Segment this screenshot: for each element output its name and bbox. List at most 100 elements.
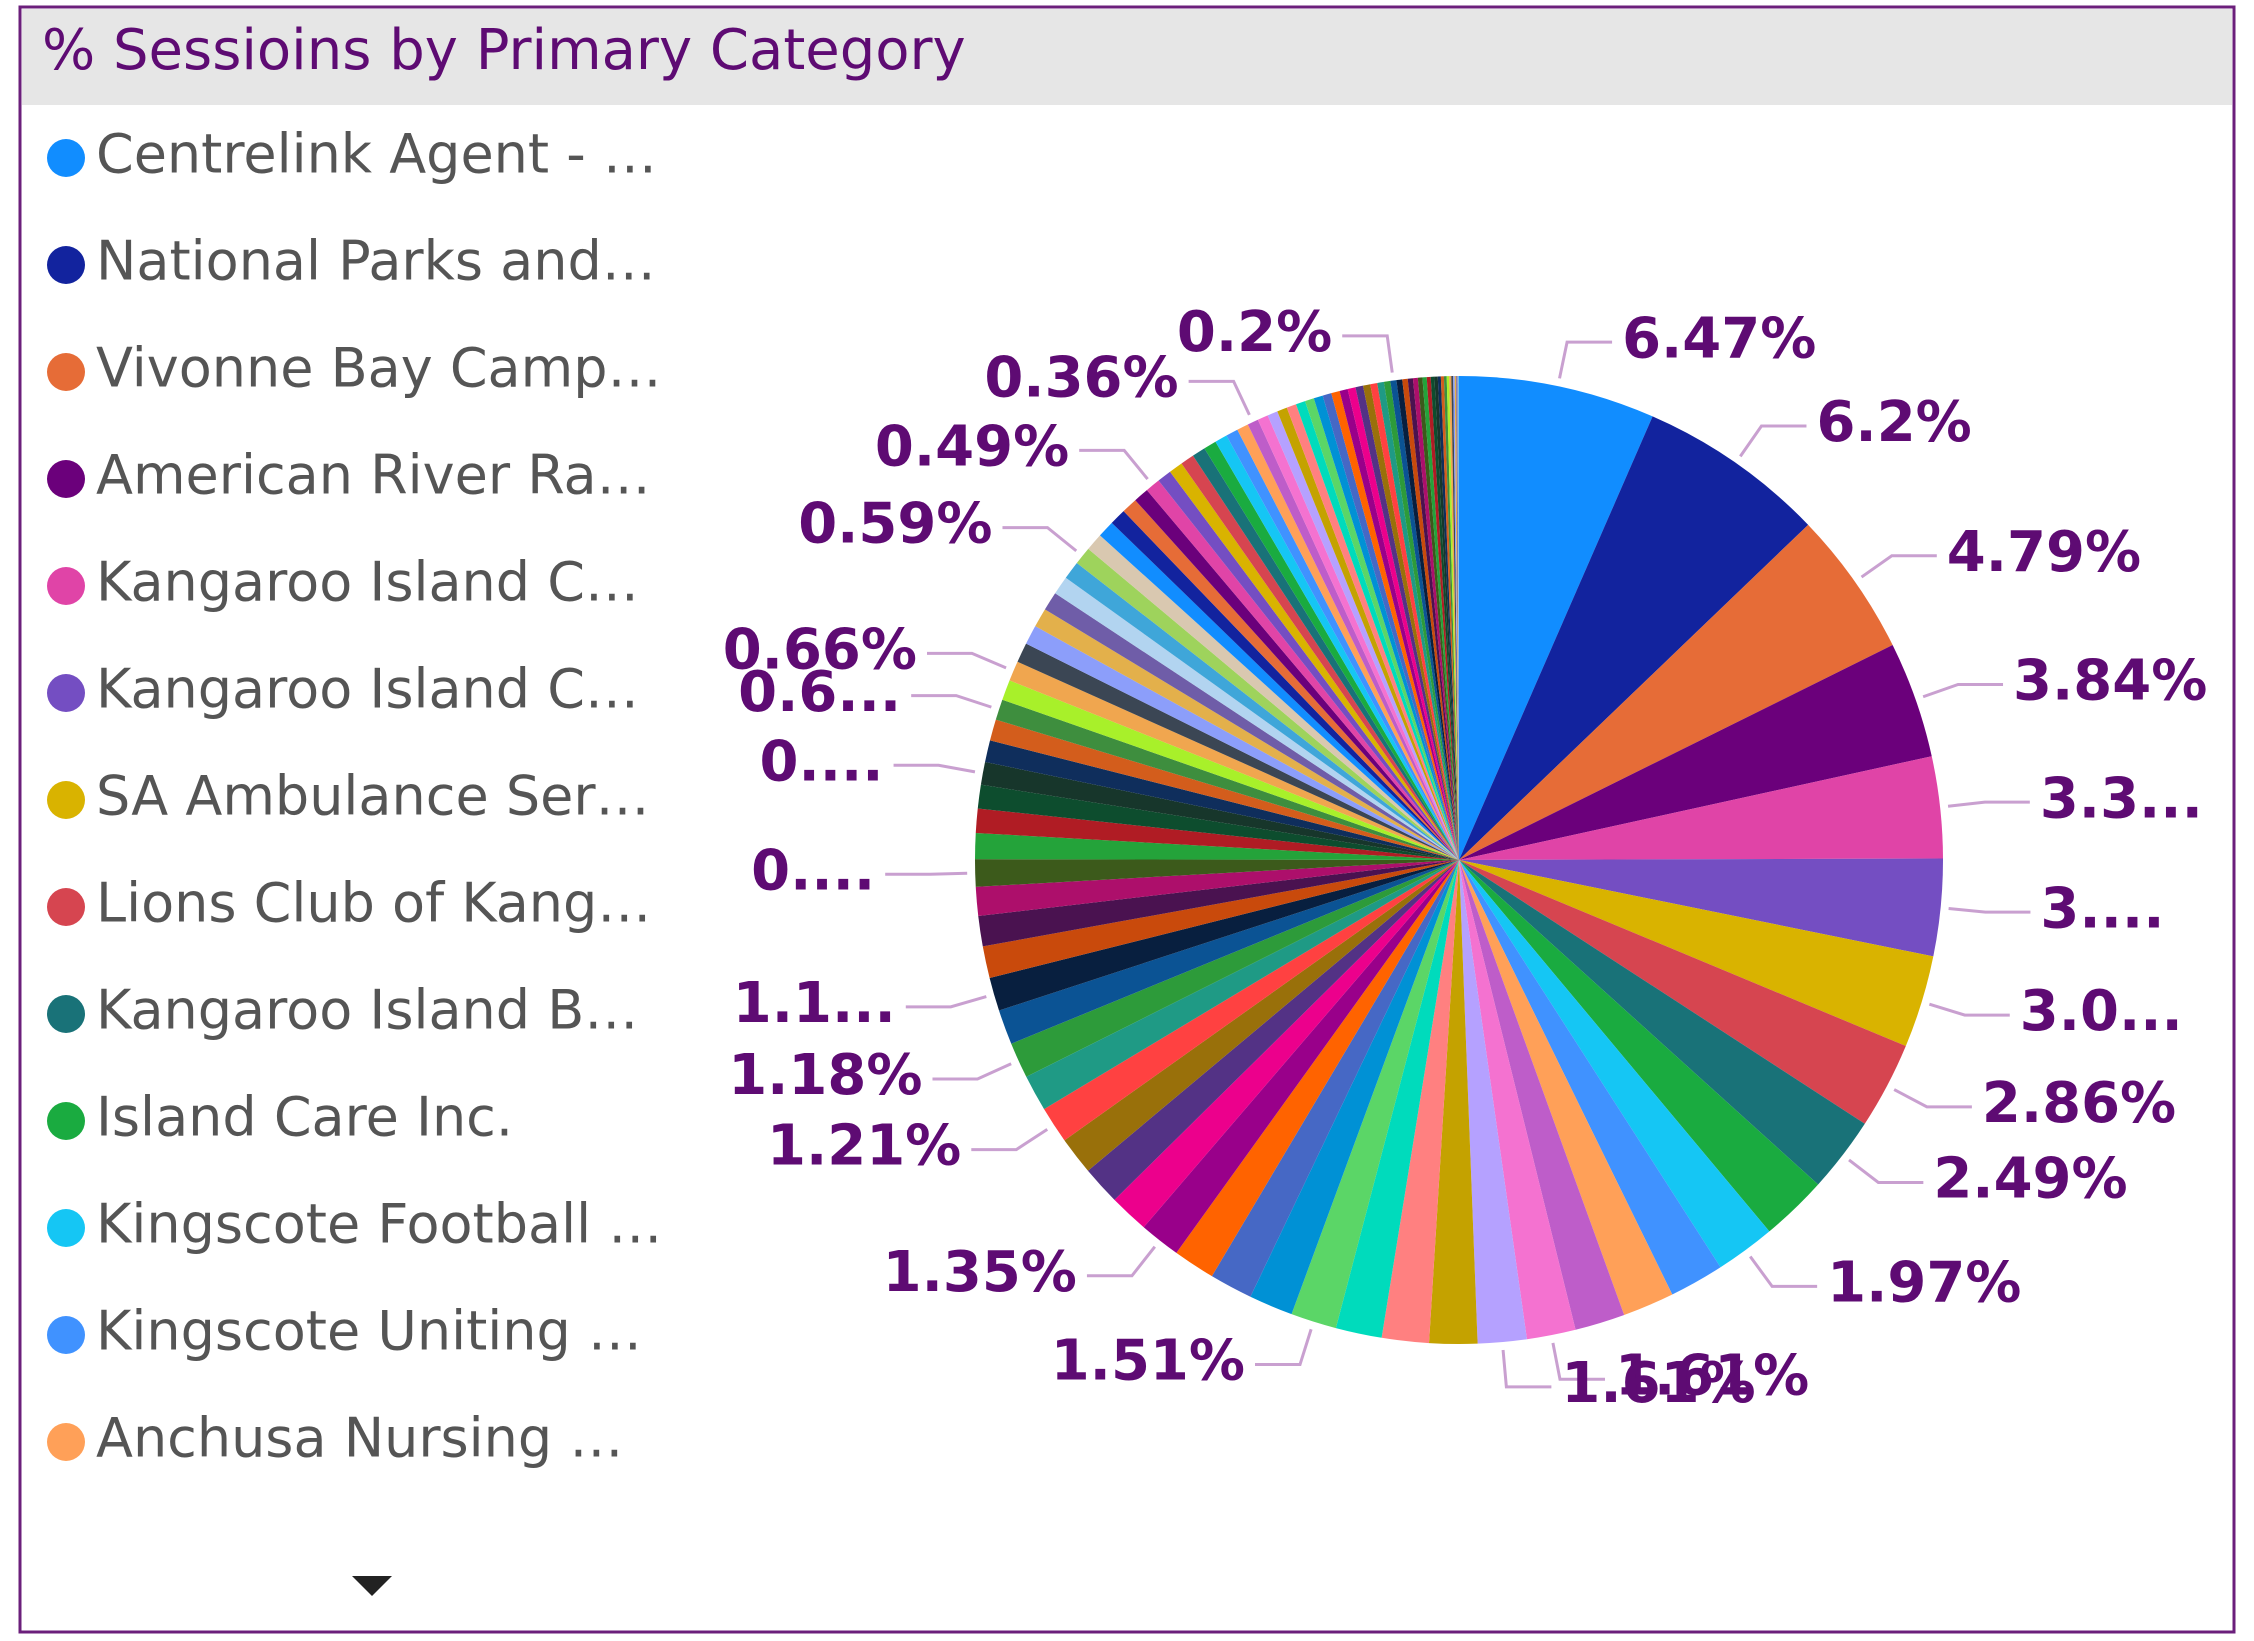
pie-slice: [1417, 377, 1459, 860]
leader-line: [1860, 554, 1937, 579]
pie-slice: [1170, 463, 1459, 860]
data-label: 3....: [2040, 876, 2164, 941]
data-label: 1.1...: [733, 971, 896, 1036]
pie-slice: [1226, 429, 1459, 860]
pie-slice: [1449, 376, 1459, 860]
chart-title: % Sessioins by Primary Category: [42, 18, 966, 83]
pie-slice: [1291, 860, 1459, 1329]
pie-slice: [1459, 860, 1673, 1315]
pie-slice: [1111, 511, 1459, 860]
pie-slice: [1215, 435, 1459, 860]
pie-slice: [1381, 860, 1459, 1344]
pie-slice: [1458, 376, 1459, 860]
leader-line: [1928, 1002, 2010, 1017]
data-label: 1.21%: [767, 1114, 961, 1179]
leader-line: [1947, 800, 2030, 808]
leader-line: [885, 871, 968, 876]
pie-slice: [1437, 376, 1459, 860]
pie-slice: [1143, 860, 1459, 1253]
legend-label: SA Ambulance Ser…: [96, 765, 650, 828]
pie-slice: [1459, 860, 1576, 1340]
pie-slice: [1355, 385, 1459, 860]
leader-line: [905, 995, 987, 1009]
pie-slice: [1296, 401, 1459, 860]
pie-slice: [1192, 448, 1459, 860]
legend-swatch: [47, 460, 85, 498]
pie-slice: [1009, 661, 1459, 860]
leader-line: [1749, 1255, 1818, 1288]
data-label: 3.0...: [2020, 979, 2183, 1044]
leader-line: [1002, 526, 1078, 553]
leader-line: [1255, 1328, 1313, 1367]
pie-slice: [1087, 860, 1459, 1200]
pie-slice: [1088, 535, 1459, 860]
leader-line: [1086, 1245, 1156, 1278]
pie-slice: [1305, 398, 1459, 860]
legend-label: Centrelink Agent - …: [96, 123, 657, 186]
pie-slice: [1114, 860, 1459, 1228]
pie-slice: [1396, 379, 1459, 860]
pie-slice: [1277, 407, 1459, 860]
pie-slice: [975, 860, 1459, 916]
data-label: 0....: [751, 838, 875, 903]
data-label: 1.35%: [883, 1240, 1077, 1305]
pie-slice: [982, 860, 1459, 979]
pie-slice: [1459, 860, 1865, 1185]
pie-slice: [1339, 388, 1459, 860]
pie-slice: [1459, 860, 1527, 1344]
title-bar: [22, 9, 2232, 105]
pie-slice: [1211, 860, 1459, 1297]
legend-swatch: [47, 1423, 85, 1461]
leader-line: [971, 1128, 1049, 1152]
pie-slice: [1459, 858, 1943, 957]
pie-slice: [1257, 415, 1459, 860]
pie-slice: [1135, 490, 1459, 860]
pie-slice: [1451, 376, 1459, 860]
legend-swatch: [47, 1102, 85, 1140]
pie-slice: [1064, 860, 1459, 1171]
data-label: 0.6...: [738, 660, 901, 725]
legend-label: Lions Club of Kang…: [96, 872, 651, 935]
pie-slice: [1422, 377, 1459, 860]
pie-slice: [1459, 860, 1819, 1232]
pie-slice: [1412, 377, 1459, 860]
pie-slice: [1181, 455, 1459, 860]
data-label: 2.86%: [1982, 1071, 2176, 1136]
pie-slice: [1065, 562, 1459, 860]
pie-slice: [1044, 593, 1459, 860]
pie-slice: [975, 808, 1459, 860]
data-label: 3.3...: [2040, 766, 2203, 831]
pie-slice: [1322, 393, 1459, 860]
legend-scroll-arrow[interactable]: [352, 1576, 392, 1596]
legend-label: American River Ra…: [96, 444, 651, 507]
pie-slice: [1158, 471, 1459, 860]
legend-label: Anchusa Nursing …: [96, 1407, 623, 1470]
leader-line: [1948, 907, 2031, 914]
pie-slice: [975, 859, 1459, 887]
legend-label: Vivonne Bay Camp…: [96, 337, 662, 400]
pie-slice: [1267, 411, 1459, 860]
data-label: 2.49%: [1933, 1147, 2127, 1212]
leader-line: [1188, 379, 1251, 416]
leader-line: [1922, 682, 2004, 699]
pie-slice: [1026, 626, 1459, 860]
leader-line: [1558, 340, 1613, 379]
pie-slice: [1457, 376, 1459, 860]
pie-slice: [1426, 376, 1459, 860]
pie-slice: [1383, 380, 1459, 860]
pie-slice: [1453, 376, 1459, 860]
legend-swatch: [47, 674, 85, 712]
pie-slice: [1099, 522, 1459, 860]
data-label: 6.2%: [1816, 390, 1971, 455]
pie-slice: [1176, 860, 1459, 1277]
legend-label: Kangaroo Island C…: [96, 658, 639, 721]
leader-line: [1893, 1088, 1972, 1109]
legend-swatch: [47, 246, 85, 284]
pie-slice: [1446, 376, 1459, 860]
pie-slice: [1331, 390, 1459, 860]
pie-slice: [977, 784, 1459, 860]
pie-slice: [1377, 381, 1459, 860]
leader-line: [911, 694, 992, 709]
pie-slice: [1459, 860, 1721, 1295]
